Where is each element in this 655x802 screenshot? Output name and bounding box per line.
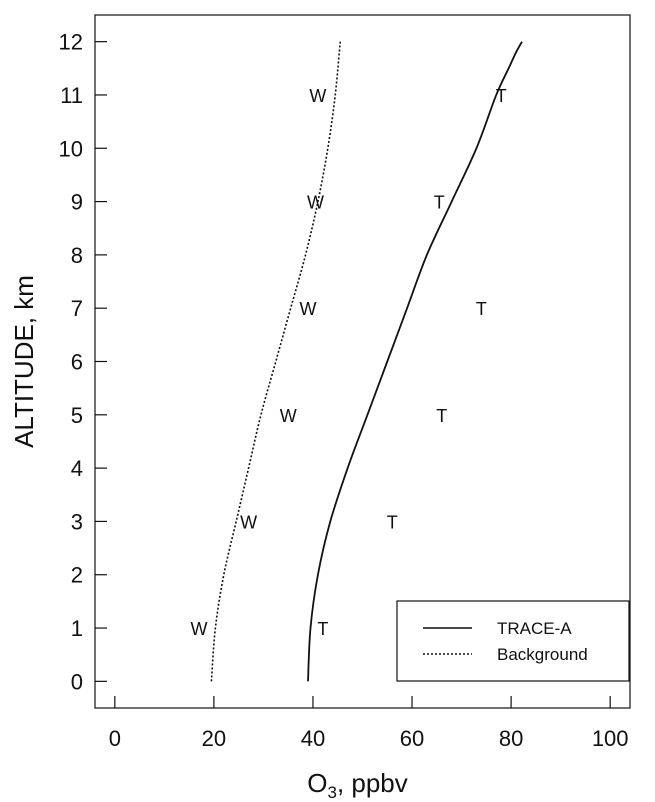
marker-w: W (307, 193, 324, 213)
y-tick-label: 6 (71, 350, 83, 375)
y-tick-label: 9 (71, 190, 83, 215)
marker-w: W (300, 299, 317, 319)
y-tick-label: 4 (71, 456, 83, 481)
series-line-trace-a (307, 41, 523, 682)
data-markers: W W W W W W T T T T T T (191, 86, 507, 639)
y-tick-label: 3 (71, 509, 83, 534)
marker-w: W (240, 512, 257, 532)
legend-label: TRACE-A (497, 619, 572, 638)
y-tick-label: 5 (71, 403, 83, 428)
y-axis-title: ALTITUDE, km (9, 275, 39, 448)
x-tick-label: 40 (301, 726, 325, 751)
y-tick-label: 12 (59, 30, 83, 55)
x-tick-label: 100 (592, 726, 629, 751)
legend-box (396, 600, 630, 682)
y-tick-label: 2 (71, 563, 83, 588)
marker-t: T (317, 619, 328, 639)
y-tick-label: 11 (60, 83, 83, 108)
y-tick-label: 7 (71, 296, 83, 321)
legend: TRACE-A Background (396, 600, 630, 682)
x-tick-label: 60 (400, 726, 424, 751)
x-axis-title: O3, ppbv (307, 768, 408, 802)
marker-w: W (280, 406, 297, 426)
marker-t: T (434, 193, 445, 213)
marker-t: T (476, 299, 487, 319)
legend-label: Background (497, 645, 588, 664)
series-line-background (210, 41, 342, 682)
y-tick-label: 0 (71, 669, 83, 694)
marker-t: T (387, 512, 398, 532)
x-tick-label: 0 (109, 726, 121, 751)
x-tick-label: 20 (202, 726, 226, 751)
y-tick-label: 1 (71, 616, 83, 641)
series-lines (210, 41, 523, 682)
marker-t: T (496, 86, 507, 106)
x-tick-label: 80 (499, 726, 523, 751)
marker-w: W (191, 619, 208, 639)
y-tick-label: 10 (59, 136, 83, 161)
marker-t: T (436, 406, 447, 426)
marker-w: W (309, 86, 326, 106)
y-tick-label: 8 (71, 243, 83, 268)
